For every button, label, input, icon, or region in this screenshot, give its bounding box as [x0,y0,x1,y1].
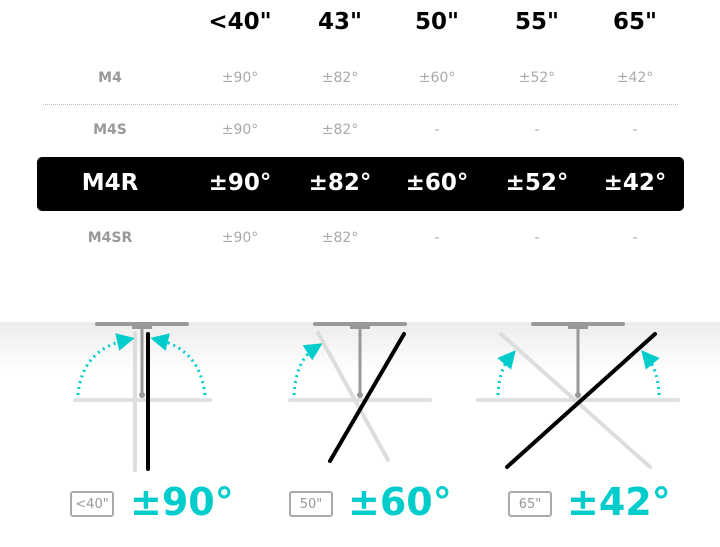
diagram-90 [73,322,212,472]
model-label: M4R [81,170,139,196]
row-divider [43,104,678,105]
table-cell: ±90° [221,122,259,138]
table-cell: ±82° [321,230,359,246]
size-badge: 50" [289,491,333,517]
model-label: M4 [98,70,122,86]
table-cell: - [434,122,440,138]
table-cell: - [534,122,540,138]
table-cell: ±52° [518,70,556,86]
table-cell: ±82° [321,70,359,86]
table-cell: - [434,230,440,246]
table-cell: ±42° [616,70,654,86]
diagram-60 [288,322,432,463]
table-cell: ±60° [418,70,456,86]
highlight-row-band [37,157,684,211]
table-cell: ±82° [308,170,372,196]
angle-label: ±90° [130,480,234,524]
table-cell: - [632,122,638,138]
table-cell: ±52° [505,170,569,196]
angle-label: ±42° [567,480,671,524]
column-header: 43" [318,9,362,35]
column-header: <40" [208,9,272,35]
table-cell: ±90° [221,70,259,86]
size-badge: 65" [508,491,552,517]
table-cell: ±60° [405,170,469,196]
table-cell: - [534,230,540,246]
table-cell: ±42° [603,170,667,196]
diagram-42 [476,322,680,469]
table-cell: ±82° [321,122,359,138]
column-header: 55" [515,9,559,35]
angle-label: ±60° [348,480,452,524]
model-label: M4S [93,122,127,138]
table-cell: ±90° [208,170,272,196]
model-label: M4SR [87,230,133,246]
table-cell: - [632,230,638,246]
column-header: 65" [613,9,657,35]
size-badge: <40" [70,491,114,517]
column-header: 50" [415,9,459,35]
table-cell: ±90° [221,230,259,246]
